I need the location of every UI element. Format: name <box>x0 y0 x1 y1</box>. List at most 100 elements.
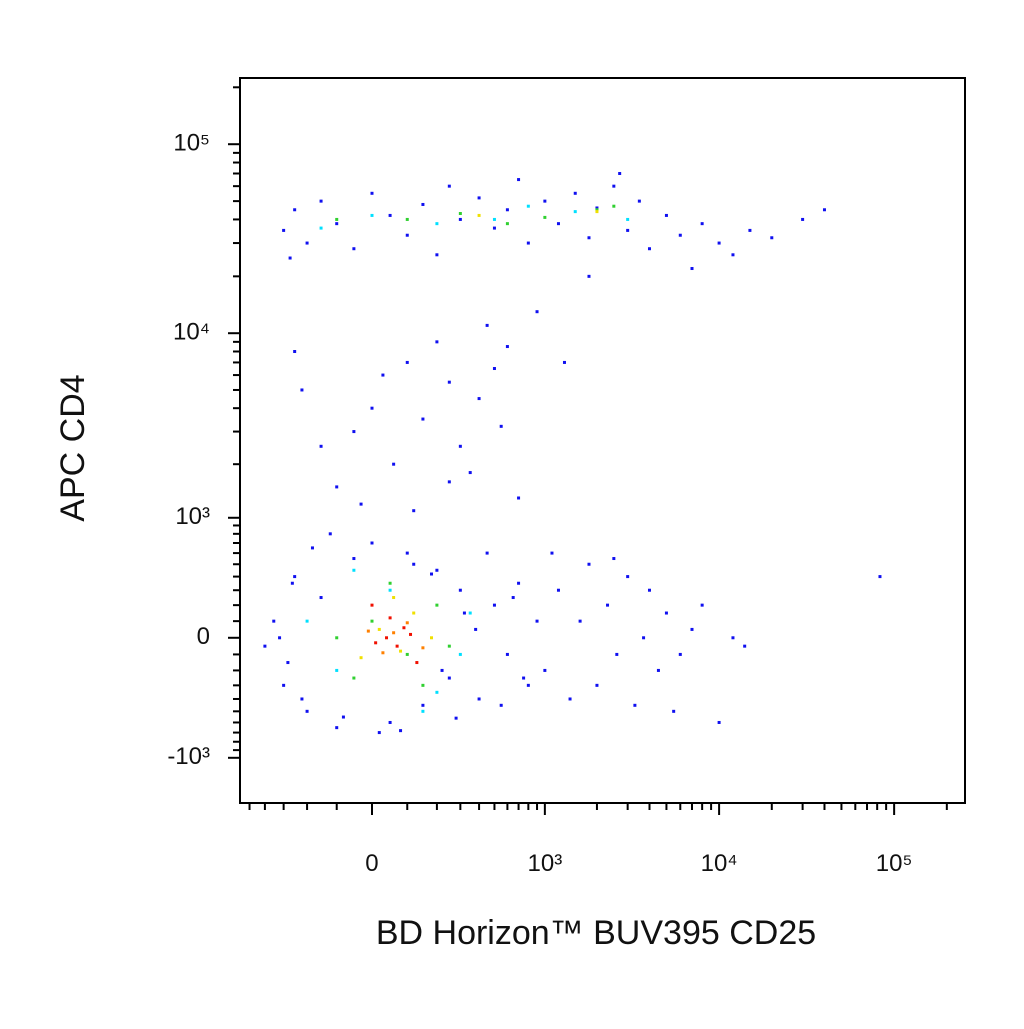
data-point <box>435 222 439 226</box>
data-point <box>878 575 882 579</box>
data-point <box>526 204 530 208</box>
data-point <box>664 213 668 217</box>
data-point <box>405 360 409 364</box>
data-point <box>499 424 503 428</box>
data-point <box>447 644 451 648</box>
data-point <box>335 485 339 489</box>
x-tick-label: 10⁴ <box>701 850 738 877</box>
data-point <box>626 575 630 579</box>
data-point <box>447 480 451 484</box>
data-point <box>381 651 385 655</box>
x-tick-label: 0 <box>365 850 378 877</box>
data-point <box>377 627 381 631</box>
data-point <box>664 611 668 615</box>
data-point <box>305 619 309 623</box>
data-point <box>505 652 509 656</box>
data-point <box>615 652 619 656</box>
data-point <box>352 430 356 434</box>
data-point <box>412 611 416 615</box>
data-point <box>535 619 539 623</box>
data-point <box>748 228 752 232</box>
data-point <box>421 683 425 687</box>
data-point <box>612 557 616 561</box>
data-point <box>595 208 599 212</box>
data-point <box>319 199 323 203</box>
data-point <box>370 406 374 410</box>
data-point <box>293 350 297 354</box>
data-point <box>405 217 409 221</box>
data-point <box>573 191 577 195</box>
data-point <box>731 636 735 640</box>
data-point <box>550 551 554 555</box>
data-point <box>319 444 323 448</box>
data-point <box>352 557 356 561</box>
data-point <box>458 217 462 221</box>
data-point <box>511 596 515 600</box>
data-point <box>505 208 509 212</box>
data-point <box>395 644 399 648</box>
data-point <box>388 581 392 585</box>
data-point <box>430 636 434 640</box>
data-point <box>656 668 660 672</box>
data-point <box>522 676 526 680</box>
data-point <box>352 247 356 251</box>
data-point <box>517 581 521 585</box>
data-point <box>412 509 416 513</box>
data-point <box>458 212 462 216</box>
data-point <box>626 217 630 221</box>
data-point <box>293 208 297 212</box>
data-point <box>606 603 610 607</box>
data-point <box>300 697 304 701</box>
data-point <box>468 471 472 475</box>
x-tick-label: 10⁵ <box>876 850 913 877</box>
data-point <box>517 178 521 182</box>
data-point <box>717 720 721 724</box>
data-point <box>770 236 774 240</box>
data-point <box>305 241 309 245</box>
data-point <box>647 588 651 592</box>
data-point <box>672 709 676 713</box>
data-point <box>335 636 339 640</box>
data-point <box>392 596 396 600</box>
data-point <box>388 720 392 724</box>
data-point <box>587 274 591 278</box>
data-point <box>595 210 599 214</box>
data-point <box>359 502 363 506</box>
x-axis-label: BD Horizon™ BUV395 CD25 <box>376 914 816 952</box>
data-point <box>517 496 521 500</box>
data-point <box>633 703 637 707</box>
data-point <box>717 241 721 245</box>
data-point <box>415 661 419 665</box>
data-point <box>421 417 425 421</box>
data-point <box>700 603 704 607</box>
data-point <box>405 233 409 237</box>
data-point <box>435 690 439 694</box>
data-point <box>370 619 374 623</box>
data-point <box>492 226 496 230</box>
data-point <box>543 668 547 672</box>
plot-frame <box>239 77 966 804</box>
data-point <box>290 581 294 585</box>
data-point <box>556 222 560 226</box>
data-point <box>388 213 392 217</box>
data-point <box>435 253 439 257</box>
data-point <box>678 652 682 656</box>
data-point <box>328 532 332 536</box>
data-point <box>402 626 406 630</box>
data-point <box>474 627 478 631</box>
data-point <box>430 572 434 576</box>
data-point <box>272 619 276 623</box>
data-point <box>421 709 425 713</box>
data-point <box>505 345 509 349</box>
data-point <box>477 213 481 217</box>
data-point <box>743 644 747 648</box>
data-point <box>447 380 451 384</box>
y-tick-label: 0 <box>197 623 210 650</box>
data-point <box>399 729 403 733</box>
data-point <box>499 703 503 707</box>
data-point <box>377 731 381 735</box>
data-point <box>587 236 591 240</box>
x-tick-label: 10³ <box>528 850 563 877</box>
